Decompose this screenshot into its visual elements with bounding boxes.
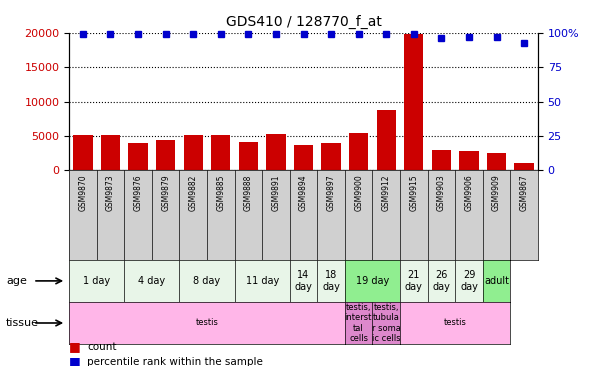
Text: GSM9888: GSM9888 bbox=[244, 175, 253, 211]
Bar bbox=[266, 134, 285, 170]
Bar bbox=[459, 151, 478, 170]
Text: ■: ■ bbox=[69, 355, 81, 366]
Text: GSM9879: GSM9879 bbox=[161, 175, 170, 211]
Text: GSM9900: GSM9900 bbox=[354, 175, 363, 212]
Bar bbox=[101, 135, 120, 170]
Bar bbox=[404, 34, 424, 170]
Text: GSM9876: GSM9876 bbox=[133, 175, 142, 211]
Bar bbox=[183, 134, 203, 170]
Text: testis,
intersti
tal
cells: testis, intersti tal cells bbox=[344, 303, 374, 343]
Text: GSM9885: GSM9885 bbox=[216, 175, 225, 211]
Text: adult: adult bbox=[484, 276, 509, 286]
Text: GSM9894: GSM9894 bbox=[299, 175, 308, 211]
Text: GSM9915: GSM9915 bbox=[409, 175, 418, 211]
Text: 8 day: 8 day bbox=[194, 276, 221, 286]
Bar bbox=[73, 135, 93, 170]
Text: GSM9873: GSM9873 bbox=[106, 175, 115, 211]
Bar bbox=[322, 143, 341, 170]
Text: GSM9867: GSM9867 bbox=[520, 175, 529, 211]
Text: tissue: tissue bbox=[6, 318, 39, 328]
Text: percentile rank within the sample: percentile rank within the sample bbox=[87, 356, 263, 366]
Text: GSM9882: GSM9882 bbox=[189, 175, 198, 211]
Text: 19 day: 19 day bbox=[356, 276, 389, 286]
Text: 29
day: 29 day bbox=[460, 270, 478, 292]
Text: GSM9912: GSM9912 bbox=[382, 175, 391, 211]
Text: GSM9906: GSM9906 bbox=[465, 175, 474, 212]
Bar bbox=[294, 145, 313, 170]
Text: GSM9870: GSM9870 bbox=[78, 175, 87, 211]
Bar bbox=[129, 143, 148, 170]
Bar bbox=[432, 150, 451, 170]
Bar bbox=[211, 135, 230, 170]
Text: GSM9891: GSM9891 bbox=[272, 175, 281, 211]
Text: 1 day: 1 day bbox=[83, 276, 110, 286]
Text: GSM9897: GSM9897 bbox=[326, 175, 335, 211]
Bar bbox=[487, 153, 506, 170]
Text: count: count bbox=[87, 341, 117, 352]
Text: GSM9909: GSM9909 bbox=[492, 175, 501, 212]
Text: 21
day: 21 day bbox=[405, 270, 423, 292]
Text: 26
day: 26 day bbox=[433, 270, 450, 292]
Bar bbox=[514, 163, 534, 170]
Text: 18
day: 18 day bbox=[322, 270, 340, 292]
Text: 11 day: 11 day bbox=[246, 276, 279, 286]
Text: testis,
tubula
r soma
ic cells: testis, tubula r soma ic cells bbox=[372, 303, 401, 343]
Text: GDS410 / 128770_f_at: GDS410 / 128770_f_at bbox=[225, 15, 382, 29]
Bar bbox=[156, 140, 175, 170]
Bar bbox=[239, 142, 258, 170]
Text: 4 day: 4 day bbox=[138, 276, 165, 286]
Bar bbox=[377, 111, 396, 170]
Text: ■: ■ bbox=[69, 340, 81, 353]
Text: testis: testis bbox=[444, 318, 466, 328]
Text: testis: testis bbox=[195, 318, 218, 328]
Text: age: age bbox=[6, 276, 27, 286]
Bar bbox=[349, 133, 368, 170]
Text: 14
day: 14 day bbox=[294, 270, 313, 292]
Text: GSM9903: GSM9903 bbox=[437, 175, 446, 212]
